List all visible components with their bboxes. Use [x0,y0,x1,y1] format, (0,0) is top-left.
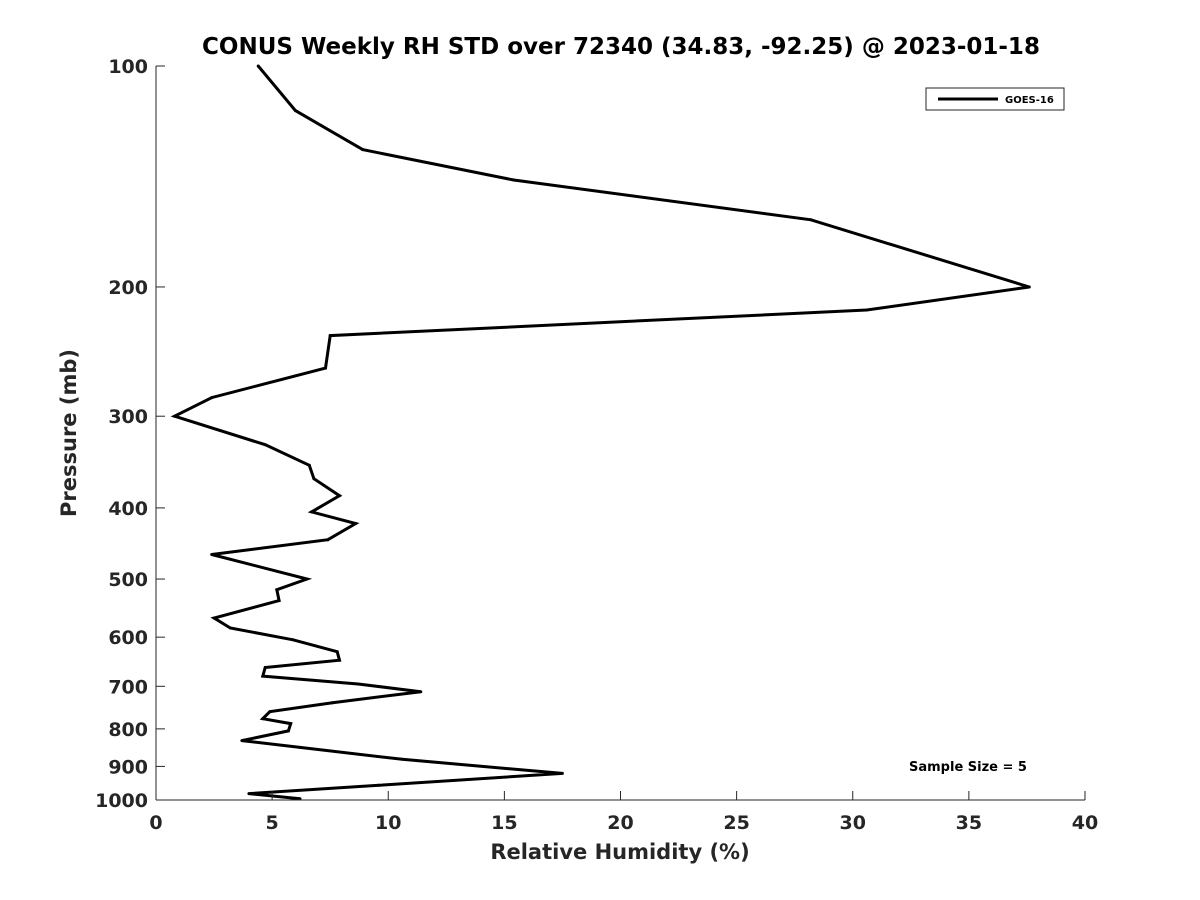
data-point [331,701,334,705]
data-point [298,745,302,749]
data-point [1027,285,1031,289]
data-point [256,64,260,68]
x-tick-label: 10 [375,812,401,834]
data-point [286,729,290,733]
data-point [275,588,279,592]
data-point [419,690,423,694]
data-point [298,797,302,801]
data-point [210,396,214,400]
data-point [312,477,316,481]
data-point [310,510,314,514]
x-tick-label: 25 [723,812,749,834]
data-point [293,109,297,113]
data-point [240,739,244,743]
data-point [263,666,267,669]
y-tick-label: 400 [108,498,148,520]
data-point [328,334,332,338]
data-point [338,658,341,662]
series-lines [170,64,1031,801]
data-point [247,792,251,796]
data-point [289,722,293,726]
series-line-goes-16 [170,65,1030,801]
y-tick-label: 700 [108,676,148,698]
data-point [291,638,295,642]
data-point [326,538,330,542]
data-point [865,308,869,312]
data-point [212,616,216,620]
x-tick-label: 5 [266,812,279,834]
data-point [400,757,404,761]
data-point [173,414,177,418]
y-tick-label: 100 [108,56,148,78]
data-point [512,178,516,182]
data-point [277,599,281,603]
data-point [210,553,214,556]
data-point [335,650,339,654]
data-point [809,218,813,222]
data-point [361,148,365,152]
legend: GOES-16 [925,87,1065,111]
data-point [338,494,341,498]
data-point [377,783,381,787]
y-axis-ticks: 100 200 300 400 500 600 700 800 900 1000 [95,56,165,812]
y-tick-label: 500 [108,569,148,591]
data-point [261,674,265,678]
y-tick-label: 200 [108,277,148,299]
sample-size-annotation: Sample Size = 5 [909,760,1027,775]
x-axis-ticks: 0 5 10 15 20 25 30 35 40 [149,791,1098,834]
legend-label: GOES-16 [1005,95,1054,106]
x-tick-label: 35 [956,812,982,834]
data-point [261,717,265,721]
data-point [324,366,327,370]
data-point [307,463,311,467]
y-tick-label: 1000 [95,790,148,812]
x-tick-label: 30 [840,812,866,834]
data-point [305,577,309,581]
y-tick-label: 800 [108,719,148,741]
chart-title: CONUS Weekly RH STD over 72340 (34.83, -… [202,34,1040,60]
x-axis-label: Relative Humidity (%) [490,840,749,864]
data-point [228,626,232,630]
data-point [560,771,564,775]
data-point [268,710,272,714]
data-point [356,682,360,686]
y-tick-label: 900 [108,756,148,778]
y-tick-label: 300 [108,406,148,428]
data-point [354,522,358,525]
y-axis-label: Pressure (mb) [57,349,81,517]
x-tick-label: 15 [491,812,517,834]
x-tick-label: 20 [607,812,633,834]
x-tick-label: 0 [149,812,162,834]
data-point [263,443,267,447]
y-tick-label: 600 [108,627,148,649]
x-tick-label: 40 [1072,812,1098,834]
